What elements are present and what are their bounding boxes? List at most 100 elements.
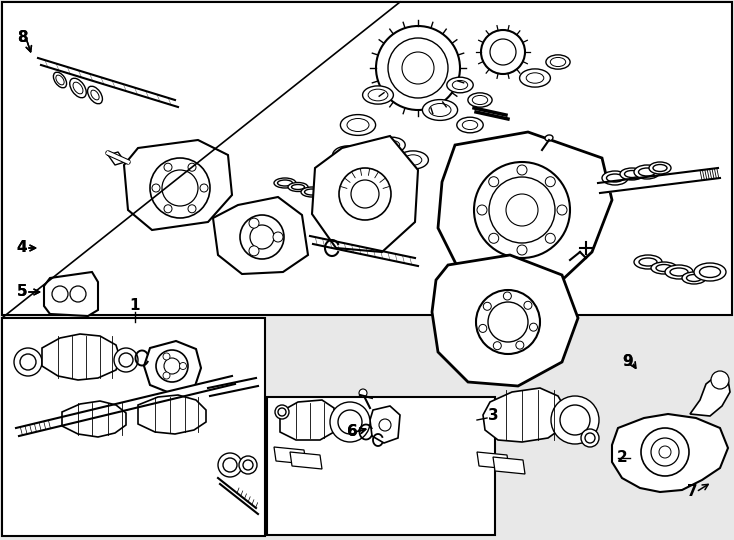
Circle shape xyxy=(489,177,555,243)
Circle shape xyxy=(659,446,671,458)
Ellipse shape xyxy=(333,146,363,164)
Circle shape xyxy=(493,342,501,350)
Circle shape xyxy=(545,233,556,244)
Ellipse shape xyxy=(457,117,483,133)
Ellipse shape xyxy=(581,429,599,447)
Ellipse shape xyxy=(301,187,323,197)
Ellipse shape xyxy=(347,118,369,132)
Circle shape xyxy=(388,38,448,98)
Ellipse shape xyxy=(398,151,429,169)
Bar xyxy=(2,2,732,315)
Ellipse shape xyxy=(526,73,544,83)
Ellipse shape xyxy=(305,189,319,195)
Text: 1: 1 xyxy=(130,298,140,313)
Circle shape xyxy=(477,205,487,215)
Circle shape xyxy=(250,225,274,249)
Circle shape xyxy=(504,292,512,300)
Polygon shape xyxy=(280,400,334,440)
Circle shape xyxy=(479,325,487,333)
Ellipse shape xyxy=(404,155,422,165)
Text: 5: 5 xyxy=(17,285,27,300)
Circle shape xyxy=(545,177,556,187)
Ellipse shape xyxy=(602,171,628,185)
Ellipse shape xyxy=(422,99,457,120)
Ellipse shape xyxy=(288,183,308,192)
Ellipse shape xyxy=(639,168,655,176)
Circle shape xyxy=(489,177,498,187)
Polygon shape xyxy=(370,406,400,443)
Circle shape xyxy=(711,371,729,389)
Circle shape xyxy=(506,194,538,226)
Polygon shape xyxy=(213,197,308,274)
Ellipse shape xyxy=(550,57,566,66)
Text: 6: 6 xyxy=(346,424,357,440)
Ellipse shape xyxy=(682,272,706,284)
Ellipse shape xyxy=(686,274,702,281)
Circle shape xyxy=(490,39,516,65)
Circle shape xyxy=(339,168,391,220)
Polygon shape xyxy=(493,457,525,474)
Text: 5: 5 xyxy=(17,285,27,300)
Ellipse shape xyxy=(318,193,330,197)
Polygon shape xyxy=(62,401,126,437)
Ellipse shape xyxy=(14,348,42,376)
Ellipse shape xyxy=(634,255,662,269)
Ellipse shape xyxy=(625,171,639,178)
Ellipse shape xyxy=(670,268,688,276)
Polygon shape xyxy=(144,341,201,393)
Ellipse shape xyxy=(551,396,599,444)
Circle shape xyxy=(489,233,498,244)
Circle shape xyxy=(557,205,567,215)
Circle shape xyxy=(651,438,679,466)
Ellipse shape xyxy=(447,77,473,93)
Ellipse shape xyxy=(665,265,693,279)
Ellipse shape xyxy=(119,353,133,367)
Polygon shape xyxy=(612,414,728,492)
Ellipse shape xyxy=(239,456,257,474)
Ellipse shape xyxy=(314,191,333,199)
Ellipse shape xyxy=(223,458,237,472)
Polygon shape xyxy=(477,452,509,469)
Polygon shape xyxy=(474,108,508,119)
Polygon shape xyxy=(124,140,232,230)
Ellipse shape xyxy=(385,140,400,150)
Ellipse shape xyxy=(634,165,660,179)
Circle shape xyxy=(402,52,434,84)
Circle shape xyxy=(152,184,160,192)
Ellipse shape xyxy=(472,96,487,105)
Ellipse shape xyxy=(620,168,644,180)
Circle shape xyxy=(164,205,172,213)
Text: 2: 2 xyxy=(617,450,628,465)
Circle shape xyxy=(359,389,367,397)
Ellipse shape xyxy=(330,402,370,442)
Text: 4: 4 xyxy=(17,240,27,255)
Ellipse shape xyxy=(338,410,362,434)
Ellipse shape xyxy=(452,80,468,90)
Ellipse shape xyxy=(462,120,478,130)
Circle shape xyxy=(240,215,284,259)
Circle shape xyxy=(481,30,525,74)
Ellipse shape xyxy=(87,86,103,104)
Ellipse shape xyxy=(363,86,393,104)
Circle shape xyxy=(150,158,210,218)
Polygon shape xyxy=(42,334,120,380)
Ellipse shape xyxy=(560,405,590,435)
Polygon shape xyxy=(432,255,578,386)
Ellipse shape xyxy=(606,174,623,182)
Circle shape xyxy=(488,302,528,342)
Text: 6: 6 xyxy=(346,424,357,440)
Polygon shape xyxy=(312,136,418,252)
Polygon shape xyxy=(598,168,720,193)
Ellipse shape xyxy=(545,135,553,141)
Circle shape xyxy=(163,353,170,360)
Ellipse shape xyxy=(114,348,138,372)
Ellipse shape xyxy=(656,265,672,272)
Ellipse shape xyxy=(379,137,405,153)
Ellipse shape xyxy=(91,90,99,100)
Circle shape xyxy=(524,301,532,309)
Circle shape xyxy=(249,218,259,228)
Text: 3: 3 xyxy=(487,408,498,422)
Ellipse shape xyxy=(585,433,595,443)
Text: 9: 9 xyxy=(622,354,633,369)
Ellipse shape xyxy=(218,453,242,477)
